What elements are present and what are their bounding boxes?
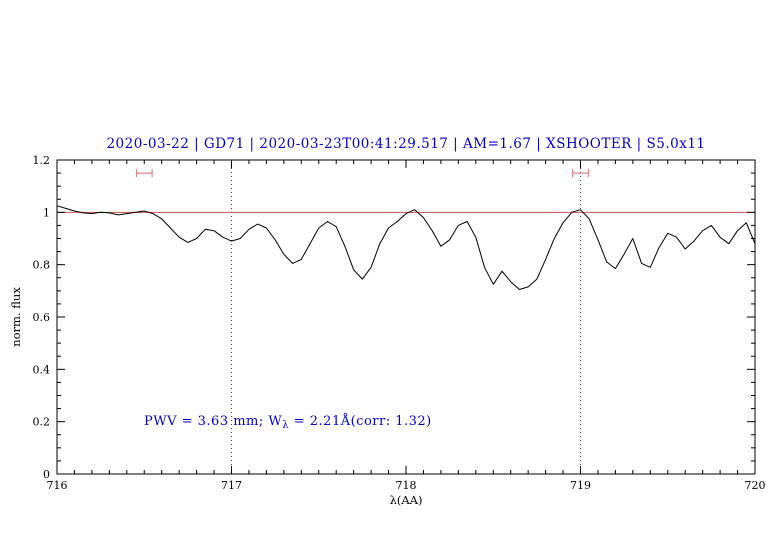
pwv-annotation-lambda-subscript: λ — [282, 420, 289, 431]
tick-labels: 716 717 718 719 720 0 0.2 0.4 0.6 0.8 1 1.2 — [33, 154, 766, 492]
telluric-marker — [572, 169, 589, 178]
y-tick-label: 1 — [43, 206, 50, 219]
y-axis-label: norm. flux — [9, 287, 23, 347]
y-tick-label: 0.4 — [33, 363, 51, 376]
x-tick-label: 718 — [396, 479, 417, 492]
y-tick-label: 0.6 — [33, 311, 51, 324]
pwv-annotation-tail: = 2.21Å(corr: 1.32) — [289, 413, 432, 429]
pwv-annotation-main: PWV = 3.63 mm; W — [144, 414, 282, 429]
y-tick-label: 1.2 — [33, 154, 51, 167]
y-tick-label: 0.2 — [33, 416, 51, 429]
y-tick-label: 0.8 — [33, 259, 51, 272]
spectrum-line — [56, 205, 756, 290]
plot-title: 2020-03-22 | GD71 | 2020-03-23T00:41:29.… — [106, 136, 705, 152]
x-axis-label: λ(AA) — [390, 493, 423, 507]
telluric-marker — [135, 169, 153, 178]
x-tick-label: 717 — [221, 479, 242, 492]
x-tick-label: 716 — [47, 479, 68, 492]
plot-content — [56, 159, 756, 475]
pwv-annotation: PWV = 3.63 mm; Wλ = 2.21Å(corr: 1.32) — [144, 413, 432, 431]
y-tick-label: 0 — [43, 468, 50, 481]
x-tick-label: 720 — [745, 479, 766, 492]
x-tick-label: 719 — [570, 479, 591, 492]
